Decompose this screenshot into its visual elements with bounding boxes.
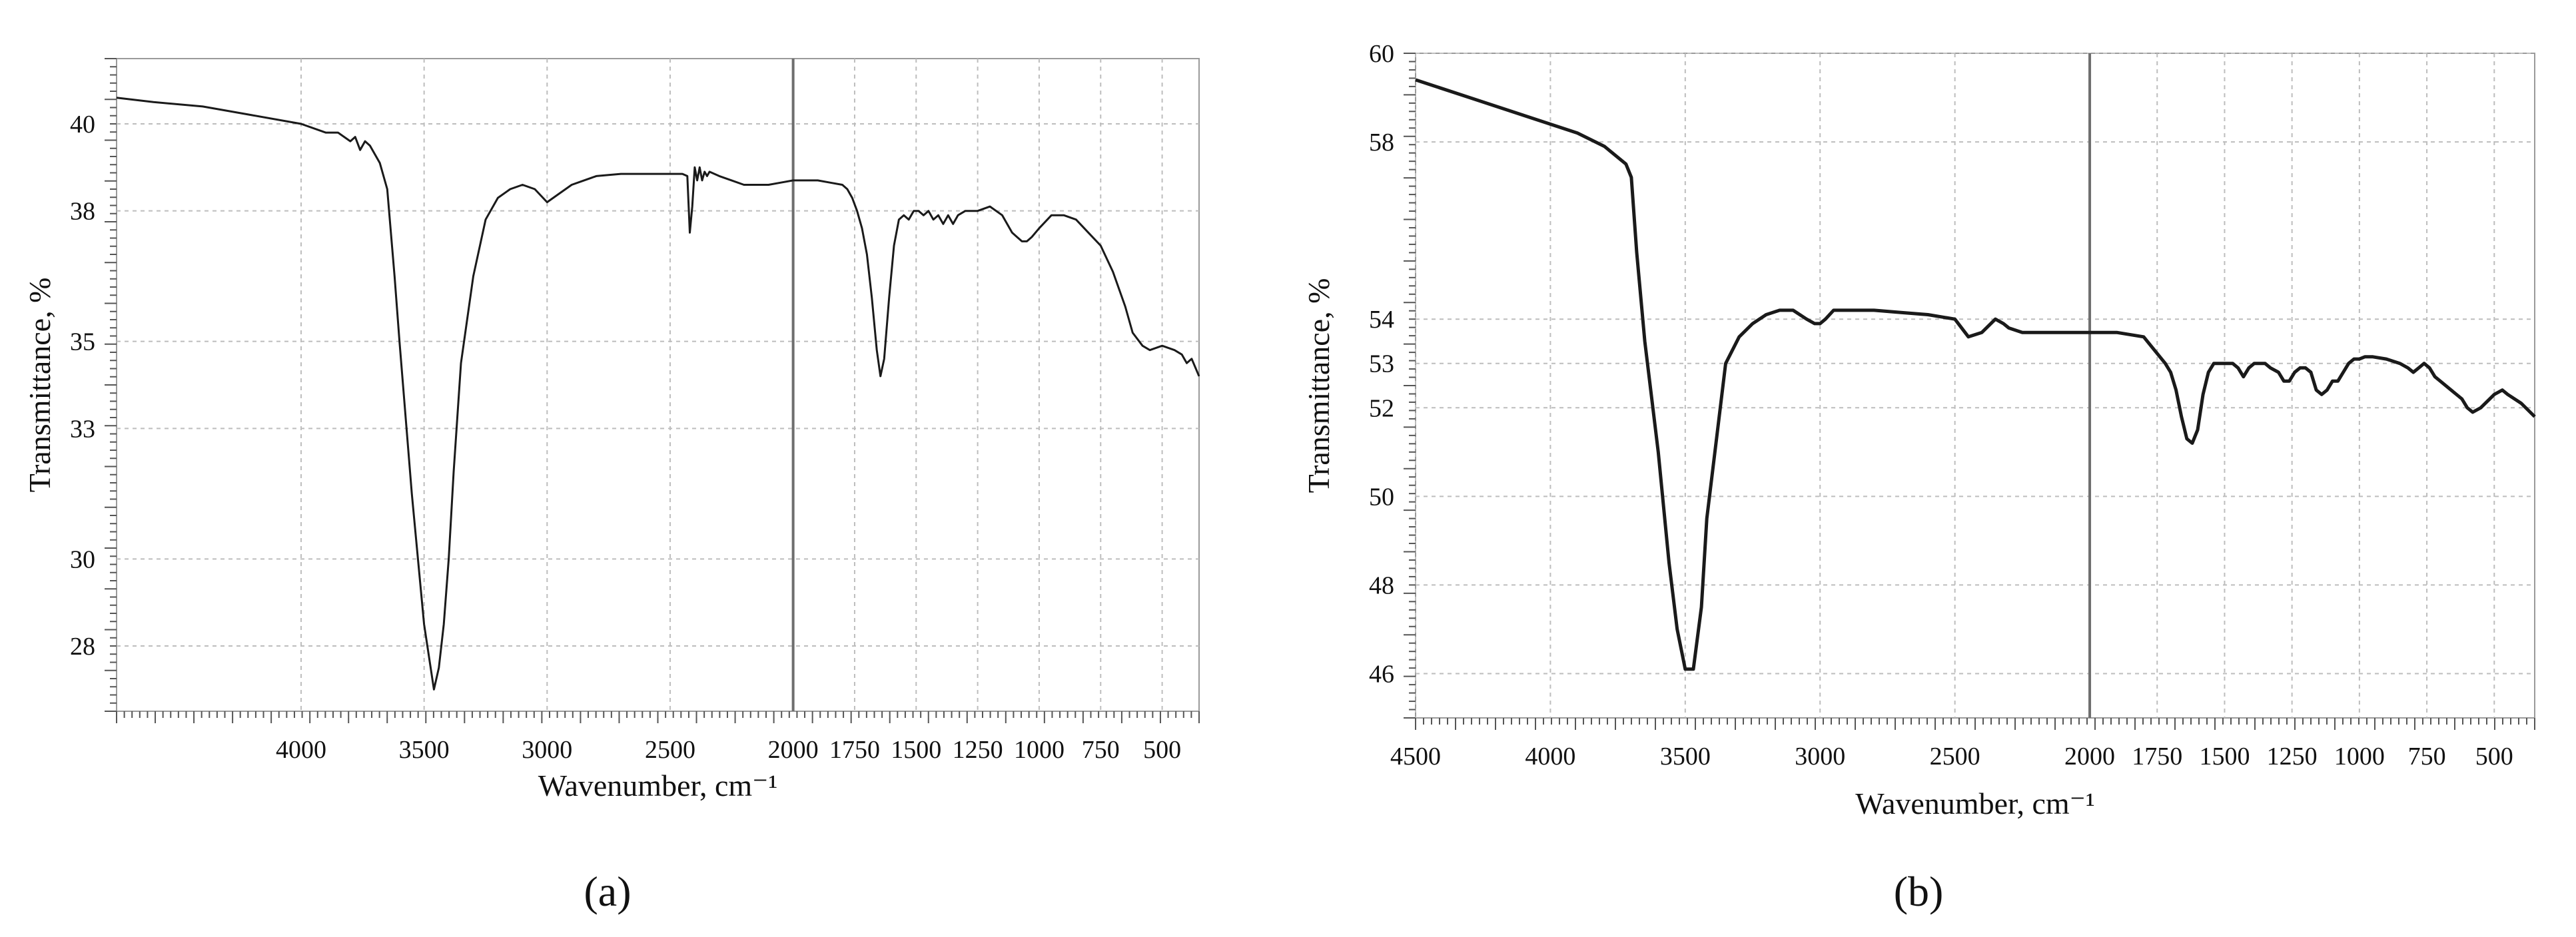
x-tick-label: 1750 [829,736,880,764]
y-tick-label: 50 [1369,483,1394,511]
minor-ticks [1404,53,2535,730]
plot-area [1415,53,2535,719]
x-tick-label: 1000 [1014,736,1065,764]
panel-label: (a) [584,868,631,915]
x-tick-label: 500 [2475,743,2513,771]
x-tick-label: 2500 [1930,743,1980,771]
x-tick-label: 750 [2408,743,2446,771]
x-tick-label: 2000 [2064,743,2115,771]
x-tick-label: 1500 [891,736,941,764]
y-tick-label: 38 [70,198,95,226]
y-tick-label: 35 [70,328,95,356]
x-tick-label: 4000 [1525,743,1575,771]
y-tick-label: 28 [70,633,95,661]
x-tick-label: 1000 [2334,743,2385,771]
x-tick-label: 3000 [1795,743,1845,771]
x-tick-label: 1250 [953,736,1003,764]
x-tick-label: 4500 [1390,743,1441,771]
y-tick-label: 58 [1369,129,1394,156]
y-tick-label: 30 [70,545,95,573]
x-tick-label: 2000 [768,736,819,764]
y-tick-label: 52 [1369,394,1394,422]
chart-panel-a: 4000 3500 3000 2500 2000 1750 1500 1250 1000 750 5… [23,58,1200,915]
y-tick-label: 54 [1369,306,1394,334]
x-tick-label: 3000 [522,736,572,764]
chart-panel-b: 4500 4000 3500 3000 2500 2000 1750 1500 1250 1000… [1302,40,2536,915]
panel-label: (b) [1894,868,1944,915]
spectrum-line [116,97,1200,691]
x-axis-title: Wavenumber, cm⁻¹ [538,769,778,802]
y-axis-title: Transmittance, % [1302,278,1336,493]
y-tick-label: 33 [70,415,95,443]
minor-ticks [105,58,1200,723]
x-tick-label: 1250 [2267,743,2318,771]
x-tick-label: 3500 [1660,743,1711,771]
spectrum-line [1415,78,2536,671]
x-tick-label: 750 [1082,736,1120,764]
x-tick-label: 1500 [2199,743,2250,771]
y-tick-label: 60 [1369,40,1394,68]
x-axis-title: Wavenumber, cm⁻¹ [1855,786,2095,820]
x-tick-label: 4000 [276,736,326,764]
x-tick-label: 500 [1143,736,1181,764]
x-tick-label: 3500 [399,736,450,764]
plot-area [116,58,1200,712]
x-tick-label: 2500 [645,736,695,764]
y-tick-label: 53 [1369,350,1394,378]
y-tick-label: 46 [1369,660,1394,688]
y-axis-title: Transmittance, % [23,278,57,493]
x-tick-label: 1750 [2132,743,2182,771]
y-tick-label: 48 [1369,571,1394,599]
y-tick-label: 40 [70,111,95,139]
